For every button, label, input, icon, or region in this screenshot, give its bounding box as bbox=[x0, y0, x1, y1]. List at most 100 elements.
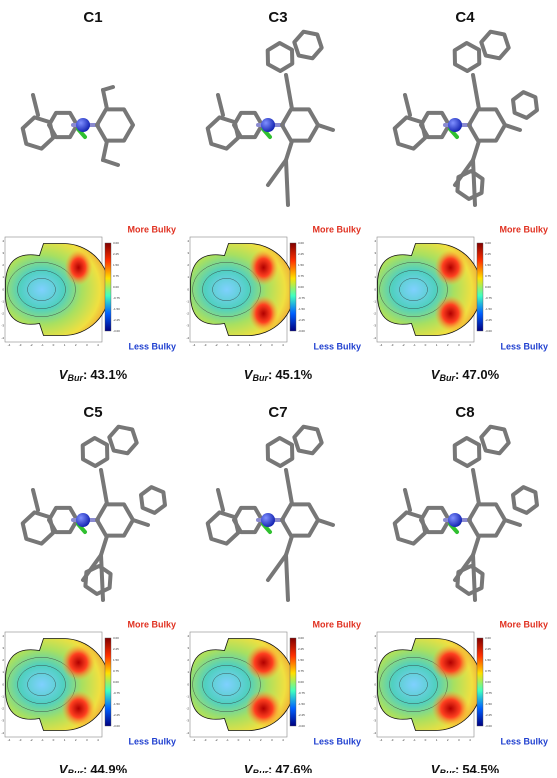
axis-tick: 3 bbox=[374, 251, 376, 255]
axis-tick: 0 bbox=[374, 287, 376, 291]
axis-tick: 1 bbox=[374, 670, 376, 674]
axis-tick: -2 bbox=[30, 343, 33, 347]
ring bbox=[452, 436, 482, 468]
ring bbox=[80, 436, 110, 468]
axis-tick: -3 bbox=[186, 324, 189, 328]
colorbar-tick: -2.25 bbox=[485, 318, 492, 322]
colorbar-tick: -3.00 bbox=[485, 329, 492, 333]
colorbar-tick: 3.00 bbox=[298, 241, 304, 245]
axis-tick: -3 bbox=[391, 738, 394, 742]
bond bbox=[503, 518, 522, 527]
axis-tick: 3 bbox=[271, 738, 273, 742]
vbur-subscript: Bur bbox=[67, 373, 83, 383]
less-bulky: Less Bulky bbox=[500, 341, 548, 351]
colorbar-tick: 0.00 bbox=[113, 285, 119, 289]
colorbar-tick: -2.25 bbox=[113, 713, 120, 717]
colorbar-tick: -0.75 bbox=[298, 691, 305, 695]
colorbar bbox=[476, 637, 484, 727]
axis-tick: -4 bbox=[186, 336, 189, 340]
axis-tick: 2 bbox=[75, 343, 77, 347]
axis-tick: -1 bbox=[41, 738, 44, 742]
colorbar-tick: -2.25 bbox=[298, 318, 305, 322]
axis-tick: -3 bbox=[1, 324, 4, 328]
hot-spot bbox=[61, 644, 96, 681]
contour bbox=[202, 270, 251, 309]
ring bbox=[479, 29, 511, 61]
bond bbox=[503, 123, 522, 132]
more-bulky: More Bulky bbox=[312, 619, 361, 629]
bond bbox=[31, 488, 40, 512]
colorbar-tick: -0.75 bbox=[485, 296, 492, 300]
axis-tick: -1 bbox=[186, 299, 189, 303]
vbur-subscript: Bur bbox=[439, 373, 455, 383]
axis-tick: 3 bbox=[2, 251, 4, 255]
axis-tick: -4 bbox=[193, 738, 196, 742]
axis-tick: -1 bbox=[41, 343, 44, 347]
metal-atom bbox=[261, 513, 275, 527]
axis-tick: -2 bbox=[1, 707, 4, 711]
axis-tick: 4 bbox=[469, 343, 471, 347]
axis-tick: 4 bbox=[97, 343, 99, 347]
axis-tick: 4 bbox=[374, 634, 376, 638]
colorbar-tick: 3.00 bbox=[113, 241, 119, 245]
colorbar-tick: 2.25 bbox=[113, 252, 119, 256]
colorbar-tick: 0.00 bbox=[298, 285, 304, 289]
bond bbox=[101, 88, 109, 111]
axis-tick: 1 bbox=[2, 670, 4, 674]
colorbar-tick: -3.00 bbox=[485, 724, 492, 728]
axis-tick: -1 bbox=[413, 343, 416, 347]
axis-tick: 2 bbox=[374, 263, 376, 267]
ring bbox=[265, 436, 295, 468]
vbur-value: VBur: 45.1% bbox=[244, 367, 313, 383]
bond bbox=[31, 93, 40, 117]
axis-tick: 0 bbox=[187, 682, 189, 686]
axis-tick: -4 bbox=[1, 336, 4, 340]
hot-spot bbox=[248, 295, 279, 332]
axis-tick: -3 bbox=[186, 719, 189, 723]
more-bulky: More Bulky bbox=[312, 224, 361, 234]
contour bbox=[399, 673, 428, 696]
contour bbox=[17, 665, 66, 704]
ring bbox=[83, 564, 113, 596]
axis-tick: 3 bbox=[187, 251, 189, 255]
vbur-value: VBur: 47.0% bbox=[431, 367, 500, 383]
less-bulky: Less Bulky bbox=[313, 341, 361, 351]
axis-tick: 2 bbox=[2, 658, 4, 662]
colorbar-tick: 1.50 bbox=[485, 658, 491, 662]
colorbar-tick: -2.25 bbox=[298, 713, 305, 717]
ring bbox=[292, 424, 324, 456]
ring bbox=[95, 502, 135, 538]
colorbar bbox=[289, 242, 297, 332]
axis-tick: -4 bbox=[8, 738, 11, 742]
molecule bbox=[392, 29, 539, 207]
axis-tick: 2 bbox=[260, 738, 262, 742]
axis-tick: 3 bbox=[374, 646, 376, 650]
axis-tick: -1 bbox=[373, 694, 376, 698]
axis-tick: 0 bbox=[425, 738, 427, 742]
axis-tick: 4 bbox=[2, 239, 4, 243]
bond bbox=[284, 553, 290, 602]
vbur-symbol: V bbox=[431, 367, 441, 382]
colorbar-tick: -3.00 bbox=[298, 724, 305, 728]
colorbar-tick: 1.50 bbox=[485, 263, 491, 267]
axis-tick: 0 bbox=[238, 738, 240, 742]
axis-tick: 3 bbox=[271, 343, 273, 347]
axis-tick: -2 bbox=[402, 343, 405, 347]
axis-tick: 0 bbox=[2, 682, 4, 686]
colorbar-tick: -3.00 bbox=[113, 329, 120, 333]
axis-tick: 0 bbox=[2, 287, 4, 291]
axis-tick: -1 bbox=[373, 299, 376, 303]
colorbar-tick: 0.00 bbox=[298, 680, 304, 684]
bond bbox=[131, 518, 150, 527]
ring bbox=[232, 505, 264, 535]
axis-tick: -2 bbox=[186, 707, 189, 711]
bond bbox=[216, 93, 225, 117]
bond bbox=[471, 468, 481, 506]
contour bbox=[192, 262, 261, 317]
colorbar-tick: 0.00 bbox=[485, 285, 491, 289]
panel-label: C8 bbox=[455, 404, 474, 421]
contour bbox=[27, 278, 56, 301]
more-bulky: More Bulky bbox=[499, 619, 548, 629]
colorbar-tick: 0.75 bbox=[298, 274, 304, 278]
vbur-value: VBur:54.5% bbox=[431, 762, 500, 773]
